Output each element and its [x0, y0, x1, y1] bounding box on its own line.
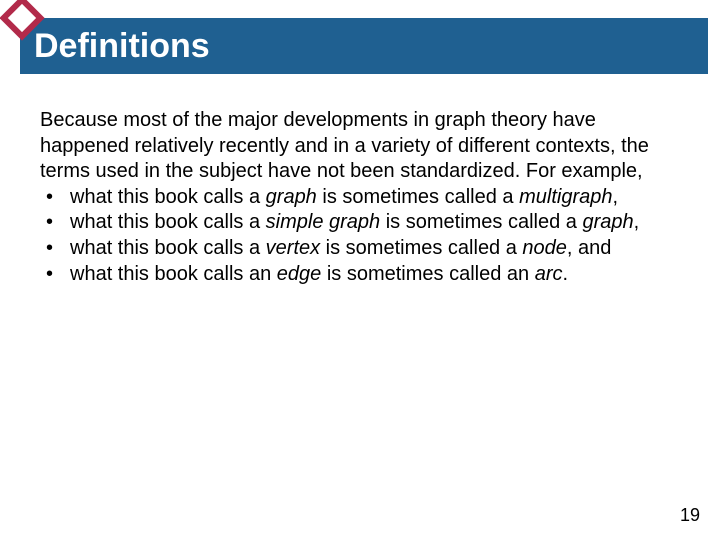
bullet-term2: graph: [582, 211, 633, 233]
intro-paragraph: Because most of the major developments i…: [40, 108, 680, 185]
bullet-mid: is sometimes called an: [321, 263, 534, 285]
bullet-term2: node: [522, 237, 567, 259]
slide-content: Because most of the major developments i…: [40, 108, 680, 287]
bullet-mid: is sometimes called a: [380, 211, 582, 233]
bullet-term2: multigraph: [519, 186, 612, 208]
list-item: what this book calls a vertex is sometim…: [40, 236, 680, 262]
bullet-term: simple graph: [266, 211, 381, 233]
bullet-post: .: [563, 263, 569, 285]
bullet-mid: is sometimes called a: [320, 237, 522, 259]
bullet-pre: what this book calls an: [70, 263, 277, 285]
bullet-pre: what this book calls a: [70, 186, 266, 208]
bullet-post: ,: [634, 211, 640, 233]
list-item: what this book calls a simple graph is s…: [40, 210, 680, 236]
bullet-term: graph: [266, 186, 317, 208]
bullet-term2: arc: [535, 263, 563, 285]
bullet-term: vertex: [266, 237, 320, 259]
list-item: what this book calls a graph is sometime…: [40, 185, 680, 211]
bullet-list: what this book calls a graph is sometime…: [40, 185, 680, 287]
bullet-pre: what this book calls a: [70, 237, 266, 259]
title-bar: Definitions: [20, 18, 708, 74]
list-item: what this book calls an edge is sometime…: [40, 262, 680, 288]
bullet-post: , and: [567, 237, 611, 259]
slide-title: Definitions: [34, 27, 210, 66]
page-number: 19: [680, 505, 700, 526]
bullet-term: edge: [277, 263, 322, 285]
bullet-pre: what this book calls a: [70, 211, 266, 233]
bullet-mid: is sometimes called a: [317, 186, 519, 208]
bullet-post: ,: [613, 186, 619, 208]
